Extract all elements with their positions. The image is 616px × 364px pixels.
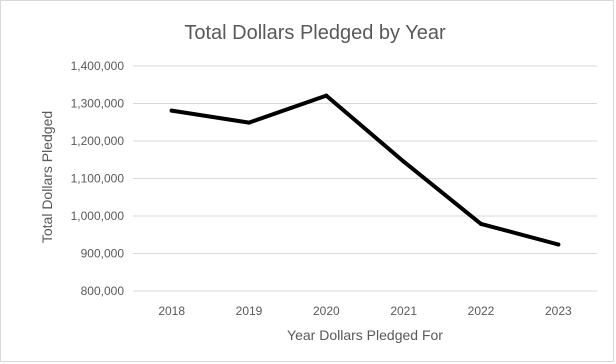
x-tick-label: 2023 [545,304,572,318]
y-tick-label: 1,100,000 [71,172,125,186]
y-tick-label: 1,200,000 [71,134,125,148]
x-tick-label: 2018 [158,304,185,318]
data-point [324,93,329,98]
data-point [479,221,483,226]
series-group [169,93,561,247]
gridlines [133,65,597,292]
series-line [169,93,561,247]
x-tick-label: 2021 [390,304,417,318]
y-axis-title: Total Dollars Pledged [39,111,55,243]
x-tick-label: 2022 [468,304,495,318]
y-tick-label: 1,300,000 [71,97,125,111]
x-axis-ticks: 2018 2019 2020 2021 2022 2023 [158,304,572,318]
x-tick-label: 2019 [236,304,263,318]
data-point [247,120,251,125]
data-point [169,108,174,113]
y-tick-label: 1,400,000 [71,59,125,73]
x-tick-label: 2020 [313,304,340,318]
data-point [401,159,406,164]
y-tick-label: 800,000 [81,284,125,298]
y-tick-label: 1,000,000 [71,209,125,223]
y-axis-ticks: 800,000 900,000 1,000,000 1,100,000 1,200,00… [71,59,125,298]
data-point [556,242,561,247]
y-tick-label: 900,000 [81,247,125,261]
x-axis-title: Year Dollars Pledged For [287,327,443,343]
chart-title: Total Dollars Pledged by Year [184,22,446,44]
